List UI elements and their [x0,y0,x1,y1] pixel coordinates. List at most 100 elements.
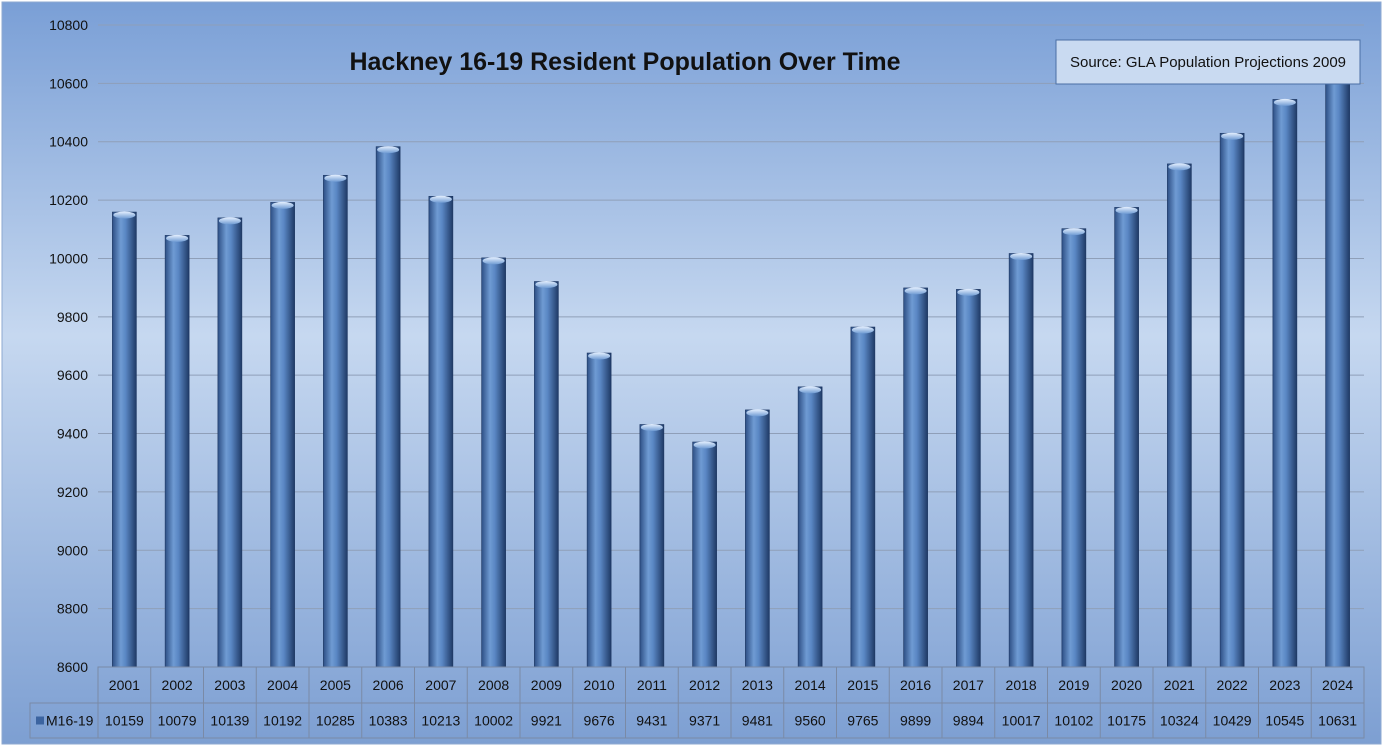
x-tick-label: 2016 [900,677,931,693]
bar-cap [1273,98,1296,106]
data-label: 9921 [531,713,562,729]
bar-2005 [323,174,348,668]
bar-cap [1221,132,1244,140]
data-label: 9560 [795,713,826,729]
data-label: 10213 [421,713,460,729]
legend-swatch [36,716,44,725]
bar-cap [1010,252,1033,260]
x-tick-label: 2006 [373,677,404,693]
bar-cap [535,281,558,289]
x-tick-label: 2002 [162,677,193,693]
y-tick-label: 10200 [49,192,88,208]
bar-cap [799,386,822,394]
bar-2011 [639,423,665,668]
bar-2014 [797,386,823,668]
bar-cap [851,326,874,334]
data-label: 9371 [689,713,720,729]
x-tick-label: 2012 [689,677,720,693]
bar [903,287,928,668]
bar [639,424,665,668]
y-tick-label: 9400 [57,426,88,442]
x-tick-label: 2005 [320,677,351,693]
bar-2002 [164,234,190,668]
data-label: 9431 [636,713,667,729]
x-tick-label: 2015 [847,677,878,693]
bar [375,146,401,668]
x-tick-label: 2013 [742,677,773,693]
data-label: 10324 [1160,713,1199,729]
bar-cap [1062,228,1085,236]
data-label: 10102 [1054,713,1093,729]
bar-2018 [1008,252,1034,668]
bar-2006 [375,146,401,668]
x-tick-label: 2001 [109,677,140,693]
bar-2010 [586,352,612,668]
x-tick-label: 2021 [1164,677,1195,693]
bar-cap [271,201,294,209]
y-axis-tick-labels: 8600 8800 9000 9200 9400 9600 9800 10000 10200 10… [49,17,88,675]
data-label: 10285 [316,713,355,729]
bar-cap [640,423,663,431]
bar-2004 [270,201,295,668]
y-tick-label: 10000 [49,250,88,266]
bar-2013 [745,409,770,668]
bar-cap [1168,163,1191,171]
data-table: M16-19 2001 10159 2002 10079 2003 10139 2004 101… [29,666,1365,739]
bar-cap [377,146,400,154]
y-tick-label: 9600 [57,367,88,383]
data-label: 10139 [210,713,249,729]
x-tick-label: 2024 [1322,677,1353,693]
bar [1272,99,1298,668]
x-tick-label: 2004 [267,677,298,693]
source-note-box: Source: GLA Population Projections 2009 [1055,39,1361,85]
bar [217,217,243,668]
bar [428,195,454,668]
x-tick-label: 2008 [478,677,509,693]
bar-cap [429,195,452,203]
y-tick-label: 8600 [57,659,88,675]
bar [323,174,348,668]
data-label: 10383 [369,713,408,729]
bar [586,352,612,668]
bar-2003 [217,217,243,668]
y-tick-label: 10800 [49,17,88,33]
data-label: 10175 [1107,713,1146,729]
y-tick-label: 10400 [49,134,88,150]
y-tick-label: 9200 [57,484,88,500]
chart-title: Hackney 16-19 Resident Population Over T… [349,48,900,76]
data-label: 10545 [1265,713,1304,729]
x-tick-label: 2017 [953,677,984,693]
bar-2001 [112,211,137,668]
bar [481,257,506,668]
bar [850,326,876,668]
bar-2024 [1325,73,1350,668]
data-label: 9765 [847,713,878,729]
x-tick-label: 2009 [531,677,562,693]
bar [270,202,295,668]
x-tick-label: 2023 [1269,677,1300,693]
data-label: 10192 [263,713,302,729]
bar [112,211,137,668]
bar-cap [693,441,716,449]
data-label: 10079 [158,713,197,729]
bar [797,386,823,668]
bars [112,73,1350,668]
data-label: 10429 [1213,713,1252,729]
y-tick-label: 9800 [57,309,88,325]
x-tick-label: 2014 [795,677,826,693]
data-label: 9676 [584,713,615,729]
bar [692,441,717,668]
data-label: 10631 [1318,713,1357,729]
data-label: 9899 [900,713,931,729]
bar-2015 [850,326,876,668]
bar-2007 [428,195,454,668]
x-tick-label: 2011 [637,677,667,693]
bar-cap [957,288,980,296]
bar-2022 [1219,132,1245,668]
bar-cap [1115,206,1138,214]
bar-2008 [481,257,506,668]
bar [1219,132,1245,668]
bar-cap [746,409,769,417]
